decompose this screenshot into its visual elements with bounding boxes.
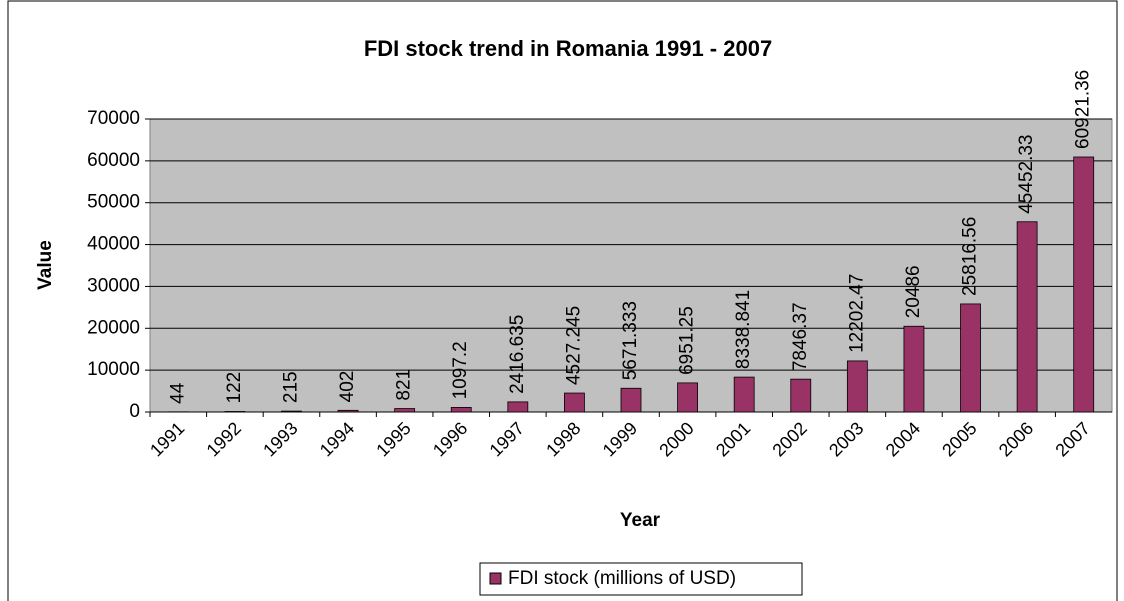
data-label: 215 bbox=[280, 371, 301, 403]
data-label: 12202.47 bbox=[846, 274, 867, 353]
bar bbox=[1016, 221, 1038, 413]
bar bbox=[281, 410, 302, 413]
bar bbox=[733, 376, 755, 413]
plot-area bbox=[149, 118, 1113, 413]
bar bbox=[507, 401, 529, 413]
y-tick-label: 70000 bbox=[87, 108, 140, 129]
y-axis-label: Value bbox=[35, 240, 56, 290]
bar bbox=[394, 408, 416, 413]
data-label: 2416.635 bbox=[507, 315, 528, 394]
bar bbox=[337, 409, 359, 413]
data-label: 44 bbox=[167, 382, 188, 404]
y-tick-label: 20000 bbox=[87, 317, 140, 338]
data-label: 60921.36 bbox=[1073, 70, 1094, 149]
bar bbox=[564, 392, 585, 413]
data-label: 8338.841 bbox=[733, 290, 754, 369]
chart-title: FDI stock trend in Romania 1991 - 2007 bbox=[364, 36, 772, 61]
bar bbox=[677, 382, 698, 413]
y-tick-label: 30000 bbox=[87, 275, 140, 296]
bar bbox=[620, 387, 642, 413]
data-label: 4527.245 bbox=[563, 306, 584, 385]
data-label: 7846.37 bbox=[790, 302, 811, 371]
x-axis-label: Year bbox=[620, 510, 661, 531]
bar bbox=[790, 378, 812, 413]
data-label: 25816.56 bbox=[960, 217, 981, 296]
data-label: 45452.33 bbox=[1016, 134, 1037, 213]
data-label: 20486 bbox=[903, 265, 924, 318]
bar bbox=[224, 411, 246, 413]
data-label: 6951.25 bbox=[677, 306, 698, 375]
bar bbox=[903, 325, 925, 413]
data-label: 1097.2 bbox=[450, 341, 471, 399]
legend-swatch bbox=[489, 572, 502, 585]
bar bbox=[960, 303, 981, 413]
y-tick-label: 40000 bbox=[87, 234, 140, 255]
bar bbox=[1073, 156, 1095, 413]
legend-box bbox=[479, 562, 803, 596]
bar bbox=[846, 360, 868, 413]
data-label: 122 bbox=[224, 372, 245, 404]
bar bbox=[450, 407, 472, 413]
y-tick-label: 0 bbox=[129, 401, 140, 422]
y-tick-label: 50000 bbox=[87, 192, 140, 213]
data-label: 5671.333 bbox=[620, 301, 641, 380]
data-label: 821 bbox=[394, 369, 415, 401]
y-tick-label: 60000 bbox=[87, 150, 140, 171]
y-tick-label: 10000 bbox=[87, 359, 140, 380]
data-label: 402 bbox=[337, 371, 358, 403]
legend-label: FDI stock (millions of USD) bbox=[508, 568, 736, 589]
